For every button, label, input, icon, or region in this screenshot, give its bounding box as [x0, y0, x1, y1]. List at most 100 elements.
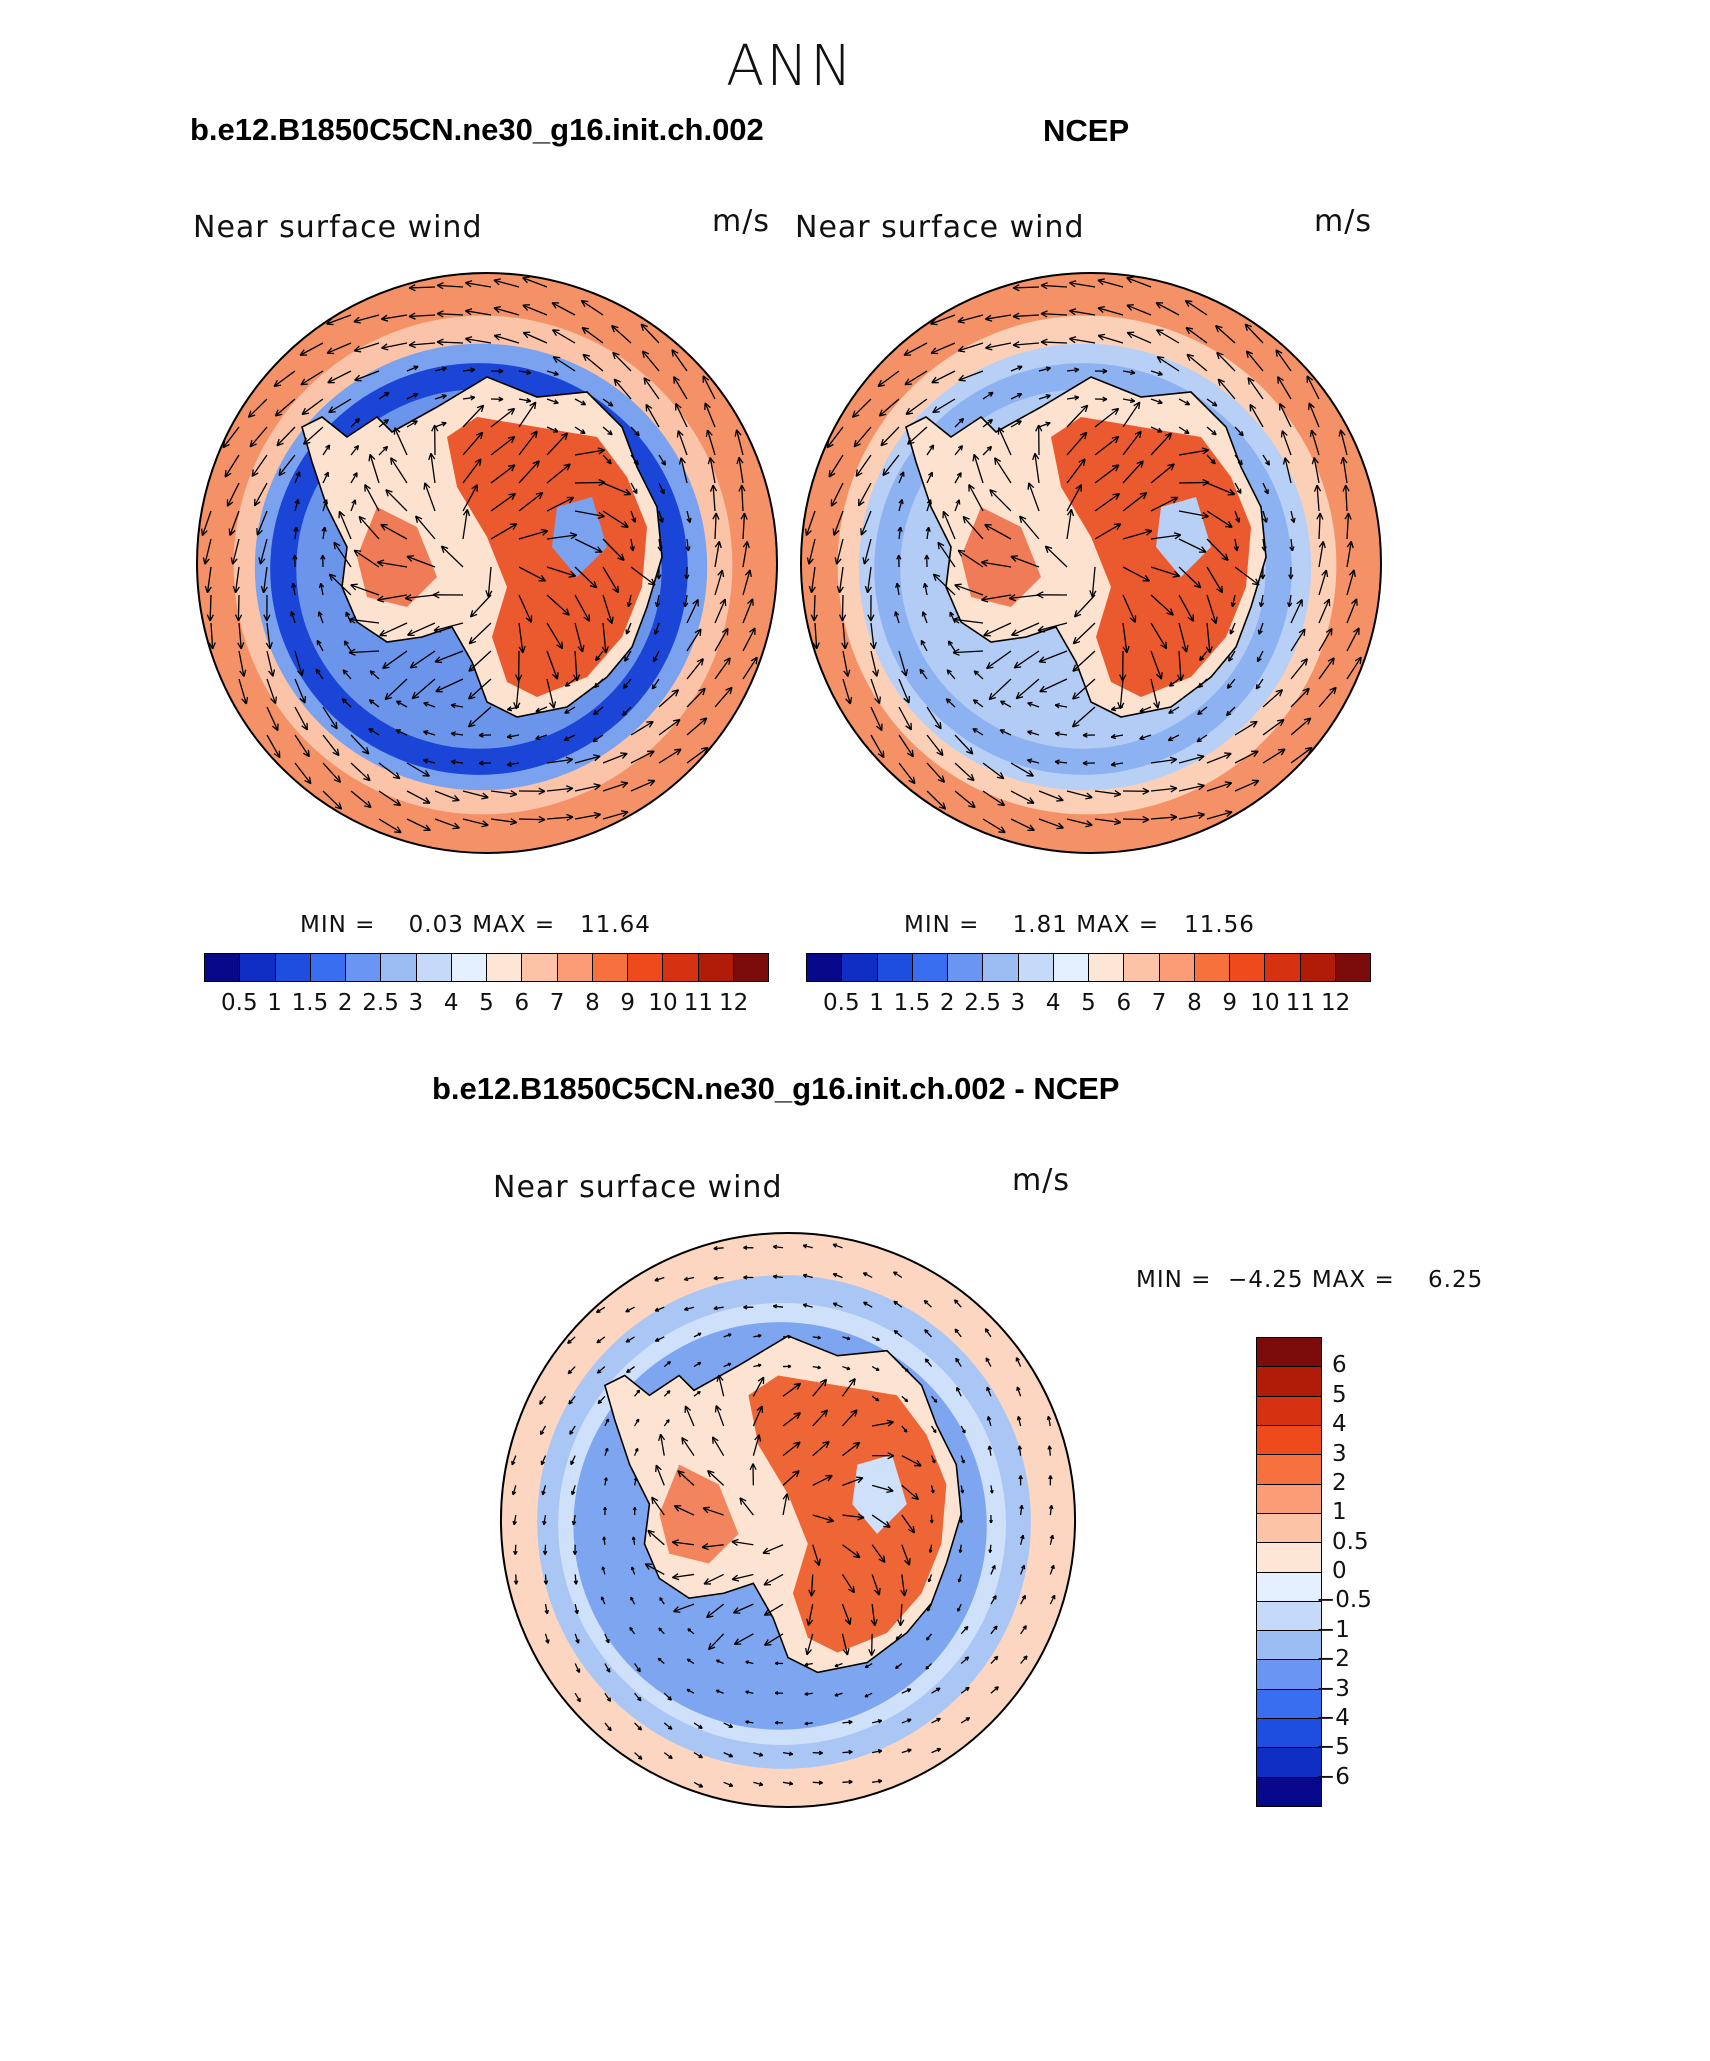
diff-max-value: 6.25	[1428, 1267, 1484, 1293]
colorbar-swatch	[416, 954, 452, 981]
colorbar-tick-label: 1	[869, 990, 884, 1016]
map-border	[800, 272, 1382, 854]
colorbar-tick-label: 9	[1222, 990, 1238, 1016]
colorbar-swatch	[1257, 1455, 1321, 1485]
colorbar-tick-label: 3	[1010, 990, 1026, 1016]
colorbar-tick-label: 2.5	[964, 990, 1001, 1016]
colorbar-swatch	[1257, 1660, 1321, 1690]
colorbar-swatch	[1300, 954, 1336, 981]
colorbar-swatch	[1257, 1513, 1321, 1544]
colorbar-tick-label: 11	[1285, 990, 1316, 1016]
obs-min-max-readout: MIN = 1.81 MAX = 11.56	[904, 912, 1255, 938]
colorbar-tick-label: 0	[1332, 1558, 1347, 1584]
colorbar-tick-label: −6	[1316, 1763, 1350, 1790]
model-min-value: 0.03	[408, 912, 464, 938]
season-title: ANN	[725, 34, 855, 99]
colorbar-swatch	[346, 954, 382, 981]
colorbar-swatch	[663, 954, 699, 981]
colorbar-swatch	[842, 954, 878, 981]
colorbar-swatch	[487, 954, 523, 981]
diff-min-max-readout: MIN = −4.25 MAX = 6.25	[1136, 1267, 1483, 1293]
colorbar-swatch	[451, 954, 487, 981]
colorbar-tick-label: 2.5	[362, 990, 399, 1016]
colorbar-tick-label: 12	[1321, 990, 1351, 1016]
obs-colorbar	[806, 953, 1371, 982]
colorbar-swatch	[275, 954, 311, 981]
colorbar-swatch	[628, 954, 664, 981]
colorbar-tick-label: 6	[1116, 990, 1132, 1016]
colorbar-tick-label: 0.5	[221, 990, 258, 1016]
obs-min-value: 1.81	[1012, 912, 1068, 938]
colorbar-swatch	[1257, 1777, 1321, 1806]
wind-vector-field	[511, 1243, 1056, 1788]
colorbar-swatch	[1257, 1601, 1321, 1632]
colorbar-swatch	[1053, 954, 1089, 981]
model-min-max-readout: MIN = 0.03 MAX = 11.64	[300, 912, 651, 938]
colorbar-swatch	[1257, 1748, 1321, 1778]
colorbar-tick-label: 12	[719, 990, 749, 1016]
colorbar-swatch	[1257, 1425, 1321, 1456]
colorbar-tick-label: 2	[1332, 1469, 1347, 1496]
colorbar-swatch	[310, 954, 346, 981]
colorbar-tick-label: 1.5	[291, 990, 329, 1016]
colorbar-swatch	[877, 954, 913, 981]
colorbar-tick-label: 5	[479, 990, 494, 1016]
colorbar-swatch	[1257, 1719, 1321, 1749]
colorbar-tick-label: 8	[1187, 990, 1202, 1016]
diff-colorbar	[1256, 1337, 1322, 1807]
model-max-label: MAX =	[472, 912, 556, 938]
colorbar-swatch	[1230, 954, 1266, 981]
contour-field	[500, 1232, 1076, 1808]
model-max-value: 11.64	[580, 912, 651, 938]
obs-polar-wind-map	[800, 272, 1382, 854]
colorbar-swatch	[1257, 1367, 1321, 1397]
diff-min-label: MIN =	[1136, 1267, 1212, 1293]
wind-vector-field	[200, 276, 758, 834]
colorbar-tick-label: 2	[337, 990, 353, 1016]
diff-min-value: −4.25	[1228, 1267, 1304, 1293]
colorbar-tick-label: 6	[514, 990, 530, 1016]
colorbar-swatch	[948, 954, 984, 981]
colorbar-swatch	[1124, 954, 1160, 981]
colorbar-tick-label: 4	[1045, 990, 1061, 1016]
colorbar-swatch	[522, 954, 558, 981]
diff-case-title: b.e12.B1850C5CN.ne30_g16.init.ch.002 - N…	[432, 1071, 1120, 1106]
model-colorbar-ticks: 0.5 1 1.5 2 2.5 3 4 5 6 7 8 9 10 11 12	[204, 990, 769, 1020]
colorbar-tick-label: −1	[1316, 1616, 1350, 1643]
model-min-label: MIN =	[300, 912, 376, 938]
obs-variable-label: Near surface wind	[795, 210, 1085, 245]
map-border	[499, 1231, 1077, 1809]
model-units-label: m/s	[712, 204, 770, 239]
colorbar-swatch	[1194, 954, 1230, 981]
obs-units-label: m/s	[1314, 204, 1372, 239]
colorbar-swatch	[1257, 1338, 1321, 1368]
colorbar-tick-label: 5	[1332, 1381, 1347, 1408]
colorbar-tick-label: 4	[1332, 1411, 1347, 1438]
obs-min-label: MIN =	[904, 912, 980, 938]
diff-polar-wind-map	[499, 1231, 1077, 1809]
colorbar-tick-label: 9	[620, 990, 636, 1016]
colorbar-swatch	[1018, 954, 1054, 981]
colorbar-swatch	[1257, 1689, 1321, 1720]
colorbar-tick-label: 4	[443, 990, 459, 1016]
colorbar-swatch	[733, 954, 768, 981]
model-case-title: b.e12.B1850C5CN.ne30_g16.init.ch.002	[190, 112, 764, 147]
diff-colorbar-ticks: 6 5 4 3 2 1 0.5 0 −0.5 −1 −2 −3 −4 −5 −6	[1316, 1337, 1410, 1807]
obs-max-label: MAX =	[1076, 912, 1160, 938]
colorbar-tick-label: 1	[267, 990, 282, 1016]
colorbar-swatch	[381, 954, 417, 981]
colorbar-tick-label: 0.5	[1332, 1528, 1369, 1555]
colorbar-tick-label: 1	[1332, 1499, 1347, 1526]
antarctica-continent	[301, 376, 663, 718]
colorbar-swatch	[698, 954, 734, 981]
contour-field	[197, 273, 777, 853]
colorbar-swatch	[1257, 1631, 1321, 1661]
colorbar-tick-label: 6	[1332, 1352, 1347, 1379]
colorbar-tick-label: 0.5	[823, 990, 860, 1016]
colorbar-swatch	[1089, 954, 1125, 981]
diff-max-label: MAX =	[1311, 1267, 1395, 1293]
colorbar-swatch	[983, 954, 1019, 981]
colorbar-tick-label: −3	[1316, 1675, 1350, 1702]
map-border	[196, 272, 778, 854]
antarctica-continent	[603, 1335, 963, 1674]
